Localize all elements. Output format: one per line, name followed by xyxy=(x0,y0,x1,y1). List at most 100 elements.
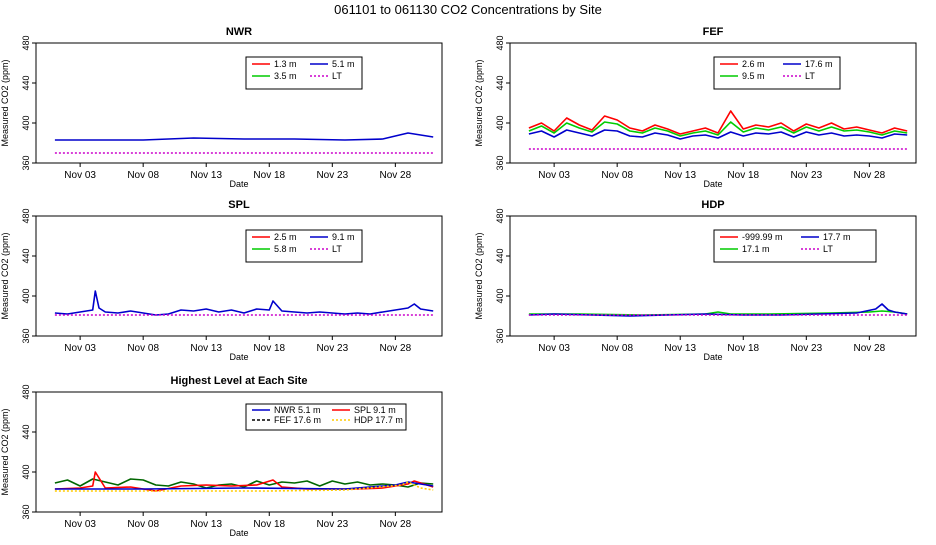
x-tick-label: Nov 08 xyxy=(601,343,633,354)
y-tick-label: 480 xyxy=(21,208,31,223)
x-tick-label: Nov 13 xyxy=(190,170,222,181)
legend-box xyxy=(245,56,363,90)
series-line-5-1-m xyxy=(54,132,434,141)
legend-label: 1.3 m xyxy=(274,59,297,69)
chart-title: Highest Level at Each Site xyxy=(171,375,308,387)
y-tick-label: 400 xyxy=(21,464,31,479)
legend-label: FEF 17.6 m xyxy=(274,415,321,425)
legend-label: 9.1 m xyxy=(332,232,355,242)
series-line-nwr-5-1-m xyxy=(54,481,434,490)
x-tick-label: Nov 13 xyxy=(190,343,222,354)
x-tick-label: Nov 28 xyxy=(854,343,886,354)
x-tick-label: Nov 28 xyxy=(854,170,886,181)
legend-label: 5.8 m xyxy=(274,244,297,254)
y-tick-label: 480 xyxy=(495,35,505,50)
x-tick-label: Nov 28 xyxy=(380,519,412,530)
x-tick-label: Nov 03 xyxy=(64,343,96,354)
legend-label: LT xyxy=(332,244,342,254)
x-tick-label: Nov 18 xyxy=(253,519,285,530)
x-tick-label: Nov 13 xyxy=(190,519,222,530)
series-line-17-6-m xyxy=(528,129,908,140)
y-tick-label: 360 xyxy=(21,155,31,170)
y-tick-label: 440 xyxy=(21,75,31,90)
x-tick-label: Nov 28 xyxy=(380,343,412,354)
legend-label: 3.5 m xyxy=(274,71,297,81)
x-tick-label: Nov 08 xyxy=(127,170,159,181)
legend-label: 2.5 m xyxy=(274,232,297,242)
series-line-9-1-m xyxy=(54,290,434,316)
legend-label: LT xyxy=(805,71,815,81)
x-tick-label: Nov 08 xyxy=(127,343,159,354)
x-tick-label: Nov 03 xyxy=(64,519,96,530)
x-tick-label: Nov 23 xyxy=(316,170,348,181)
y-tick-label: 480 xyxy=(495,208,505,223)
x-tick-label: Nov 28 xyxy=(380,170,412,181)
y-tick-label: 400 xyxy=(495,115,505,130)
x-tick-label: Nov 03 xyxy=(64,170,96,181)
legend-label: 2.6 m xyxy=(742,59,765,69)
chart-title: SPL xyxy=(228,199,250,211)
x-axis-label: Date xyxy=(229,528,248,538)
x-tick-label: Nov 13 xyxy=(664,343,696,354)
x-tick-label: Nov 23 xyxy=(316,519,348,530)
x-axis-label: Date xyxy=(703,352,722,362)
x-tick-label: Nov 18 xyxy=(253,170,285,181)
legend-label: 17.7 m xyxy=(823,232,851,242)
chart-panel-4: Highest Level at Each Site 360 400 440 480 Me… xyxy=(0,375,443,538)
y-axis-label: Measured CO2 (ppm) xyxy=(0,59,10,146)
x-tick-label: Nov 18 xyxy=(727,343,759,354)
y-tick-label: 440 xyxy=(21,424,31,439)
legend-label: LT xyxy=(332,71,342,81)
plot-frame xyxy=(509,215,917,337)
x-tick-label: Nov 03 xyxy=(538,343,570,354)
series-line-2-6-m xyxy=(528,110,908,135)
plot-frame xyxy=(35,215,443,337)
series-line-17-1-m xyxy=(528,310,908,316)
legend-label: 5.1 m xyxy=(332,59,355,69)
legend-label: LT xyxy=(823,244,833,254)
y-tick-label: 400 xyxy=(495,288,505,303)
y-tick-label: 360 xyxy=(495,155,505,170)
legend-box xyxy=(245,229,363,263)
x-tick-label: Nov 13 xyxy=(664,170,696,181)
plot-frame xyxy=(35,42,443,164)
legend-box xyxy=(245,403,407,431)
x-tick-label: Nov 08 xyxy=(127,519,159,530)
x-axis-label: Date xyxy=(229,352,248,362)
series-line-spl-9-1-m xyxy=(54,471,434,492)
y-tick-label: 440 xyxy=(495,248,505,263)
x-tick-label: Nov 08 xyxy=(601,170,633,181)
y-tick-label: 480 xyxy=(21,384,31,399)
y-tick-label: 440 xyxy=(495,75,505,90)
x-tick-label: Nov 18 xyxy=(253,343,285,354)
legend-label: 9.5 m xyxy=(742,71,765,81)
legend-box xyxy=(713,56,841,90)
series-line-hdp-17-7-m xyxy=(54,481,434,492)
chart-panel-2: SPL 360 400 440 480 Measured CO2 (ppm) Nov 03 N… xyxy=(0,199,443,362)
y-axis-label: Measured CO2 (ppm) xyxy=(474,59,484,146)
legend-label: -999.99 m xyxy=(742,232,783,242)
x-tick-label: Nov 23 xyxy=(316,343,348,354)
y-axis-label: Measured CO2 (ppm) xyxy=(0,232,10,319)
x-tick-label: Nov 23 xyxy=(790,170,822,181)
y-tick-label: 440 xyxy=(21,248,31,263)
y-tick-label: 360 xyxy=(21,504,31,519)
y-axis-label: Measured CO2 (ppm) xyxy=(0,408,10,495)
x-tick-label: Nov 18 xyxy=(727,170,759,181)
y-axis-label: Measured CO2 (ppm) xyxy=(474,232,484,319)
y-tick-label: 400 xyxy=(21,115,31,130)
legend-label: SPL 9.1 m xyxy=(354,405,396,415)
x-tick-label: Nov 03 xyxy=(538,170,570,181)
legend-box xyxy=(713,229,877,263)
legend-label: HDP 17.7 m xyxy=(354,415,403,425)
chart-panel-1: FEF 360 400 440 480 Measured CO2 (ppm) Nov 03 N… xyxy=(474,26,917,189)
chart-title: NWR xyxy=(226,26,252,38)
plot-frame xyxy=(509,42,917,164)
y-tick-label: 480 xyxy=(21,35,31,50)
figure-title: 061101 to 061130 CO2 Concentrations by S… xyxy=(334,2,602,17)
chart-title: HDP xyxy=(701,199,724,211)
series-line-9-5-m xyxy=(528,121,908,137)
series-line-fef-17-6-m xyxy=(54,478,434,489)
